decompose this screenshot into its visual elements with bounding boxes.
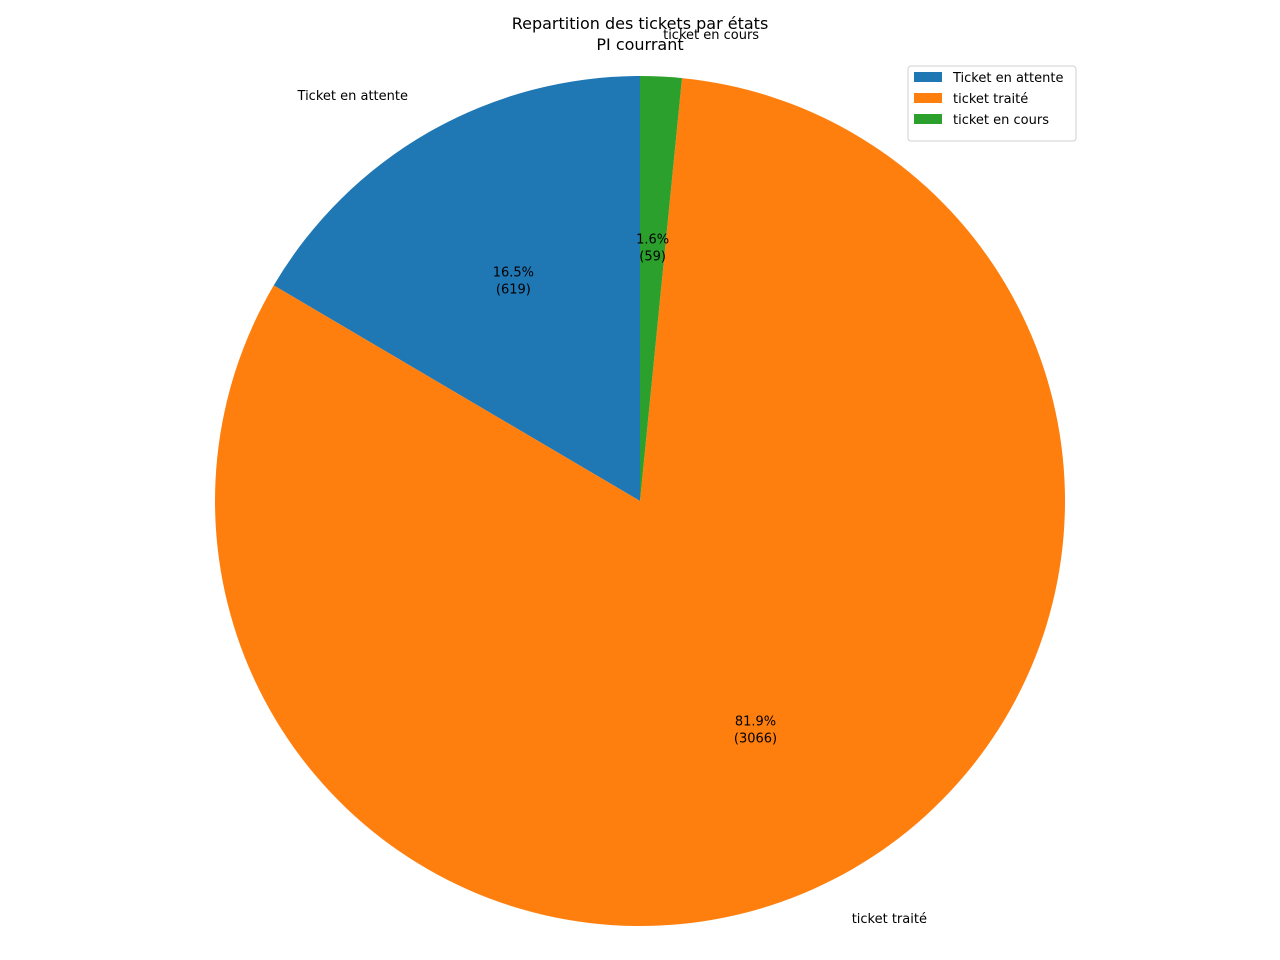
legend-box <box>907 65 1077 142</box>
slice-percent-ticket-en-attente: 16.5% <box>493 266 534 281</box>
pie-slice-ticket-en-attente <box>273 76 640 501</box>
slice-count-ticket-en-attente: (619) <box>496 283 531 298</box>
legend-swatch-ticket-en-attente <box>914 72 942 82</box>
legend-swatch-ticket-traite <box>914 93 942 103</box>
slice-count-ticket-en-cours: (59) <box>639 249 666 264</box>
legend: Ticket en attente ticket traité ticket en … <box>907 65 1077 142</box>
legend-swatch-ticket-en-cours <box>914 114 942 124</box>
slice-count-ticket-traite: (3066) <box>734 731 777 746</box>
legend-label-ticket-en-attente: Ticket en attente <box>952 71 1063 86</box>
slice-label-ticket-en-attente: Ticket en attente <box>297 89 408 104</box>
legend-label-ticket-traite: ticket traité <box>953 92 1028 107</box>
slice-percent-ticket-en-cours: 1.6% <box>636 232 669 247</box>
pie-slice-ticket-en-cours <box>640 76 683 501</box>
labels-layer: Ticket en attente 16.5% (619) ticket traité… <box>297 28 927 927</box>
slices-layer <box>215 76 1066 926</box>
legend-label-ticket-en-cours: ticket en cours <box>953 113 1049 128</box>
pie-slice-ticket-traite <box>215 78 1066 926</box>
slice-label-ticket-traite: ticket traité <box>852 912 927 927</box>
chart-title: Repartition des tickets par états <box>512 14 769 33</box>
slice-percent-ticket-traite: 81.9% <box>735 714 776 729</box>
chart-subtitle: PI courrant <box>596 35 683 54</box>
slice-label-ticket-en-cours: ticket en cours <box>663 28 759 43</box>
